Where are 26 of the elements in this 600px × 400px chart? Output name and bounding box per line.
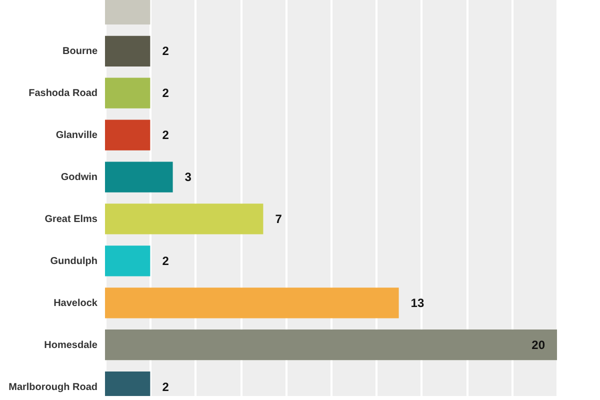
data-label: 13 xyxy=(410,296,424,310)
y-tick-label: Marlborough Road xyxy=(8,382,98,393)
y-tick-label: Havelock xyxy=(54,298,98,309)
bar xyxy=(105,120,150,150)
data-label: 2 xyxy=(162,254,170,268)
y-tick-label: Fashoda Road xyxy=(28,88,98,100)
data-label: 3 xyxy=(184,170,192,184)
bar xyxy=(105,204,264,234)
y-tick-label: Godwin xyxy=(60,172,98,184)
bar xyxy=(105,288,399,318)
data-label: 2 xyxy=(162,380,170,394)
bar xyxy=(105,330,557,360)
data-label: 20 xyxy=(532,338,546,352)
data-label: 2 xyxy=(162,44,170,58)
data-label: 2 xyxy=(162,86,170,100)
data-label: 7 xyxy=(275,212,282,226)
data-label: 2 xyxy=(162,128,170,142)
y-tick-label: Bourne xyxy=(62,46,98,58)
bar xyxy=(105,246,150,276)
y-tick-label: Homesdale xyxy=(44,340,98,351)
y-tick-label: Great Elms xyxy=(44,214,98,225)
bar xyxy=(105,162,173,192)
bar xyxy=(105,78,150,108)
bar xyxy=(105,36,150,66)
y-tick-label: Gundulph xyxy=(50,256,98,267)
y-tick-label: Glanville xyxy=(56,130,98,142)
